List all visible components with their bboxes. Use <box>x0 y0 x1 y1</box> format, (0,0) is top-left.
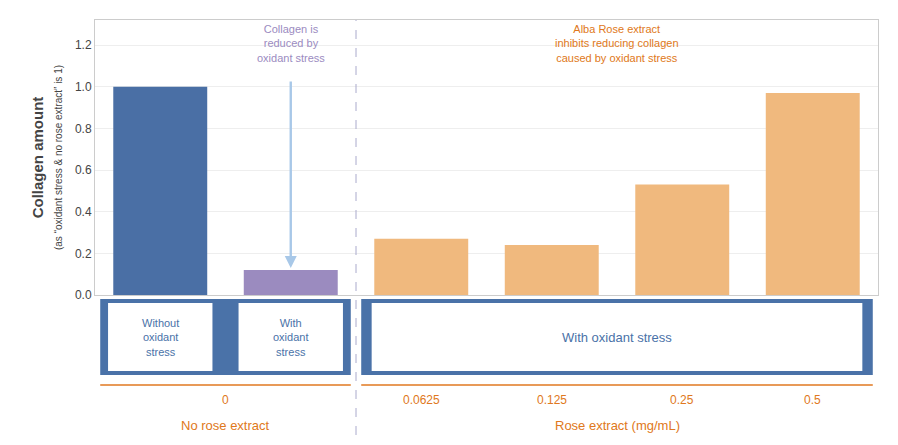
svg-text:With oxidant stress: With oxidant stress <box>562 330 672 345</box>
svg-text:No rose extract: No rose extract <box>181 418 270 433</box>
svg-text:0.0625: 0.0625 <box>403 393 440 407</box>
svg-text:Withoutoxidantstress: Withoutoxidantstress <box>142 317 179 358</box>
svg-text:1.0: 1.0 <box>75 80 92 94</box>
svg-text:Collagen amount(as “oxidant st: Collagen amount(as “oxidant stress & no … <box>29 65 65 250</box>
svg-text:0.8: 0.8 <box>75 122 92 136</box>
svg-text:0.0: 0.0 <box>75 288 92 302</box>
svg-text:0.6: 0.6 <box>75 163 92 177</box>
svg-text:0.5: 0.5 <box>804 393 821 407</box>
svg-text:1.2: 1.2 <box>75 38 92 52</box>
svg-text:Withoxidantstress: Withoxidantstress <box>273 317 308 358</box>
svg-text:Alba Rose extractinhibits redu: Alba Rose extractinhibits reducing colla… <box>555 23 679 64</box>
svg-text:0.25: 0.25 <box>670 393 694 407</box>
svg-text:Rose extract (mg/mL): Rose extract (mg/mL) <box>555 418 680 433</box>
svg-text:0.125: 0.125 <box>537 393 567 407</box>
svg-text:0: 0 <box>222 393 229 407</box>
svg-text:0.4: 0.4 <box>75 205 92 219</box>
svg-text:Collagen isreduced byoxidant s: Collagen isreduced byoxidant stress <box>257 23 325 64</box>
svg-text:0.2: 0.2 <box>75 247 92 261</box>
